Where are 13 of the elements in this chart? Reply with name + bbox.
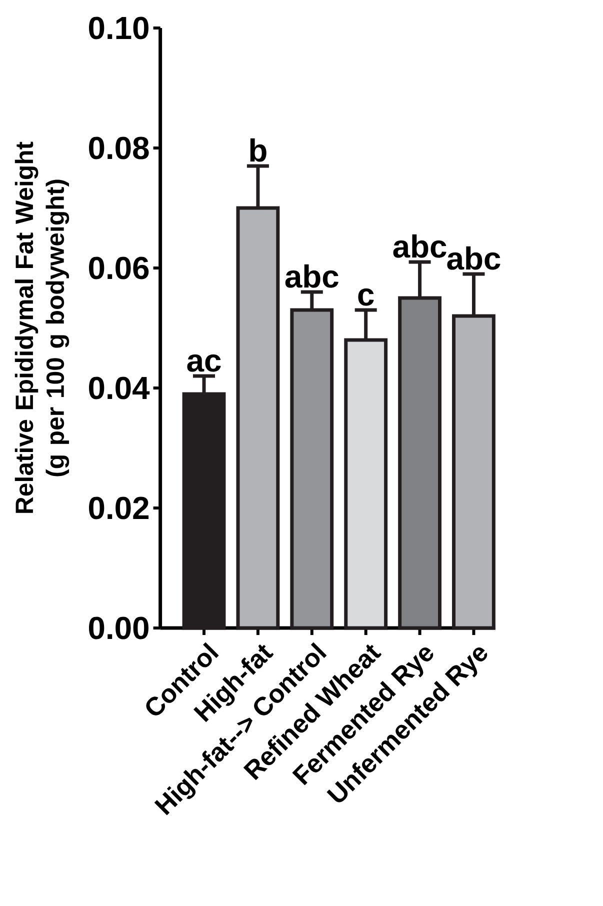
y-tick-label: 0.02 <box>89 496 148 520</box>
annotation: c <box>358 288 374 306</box>
y-tick-label: 0.06 <box>89 256 149 280</box>
annotation: abc <box>393 234 446 258</box>
y-tick-label: 0.08 <box>89 136 149 160</box>
y-tick-label: 0.04 <box>89 376 150 400</box>
y-axis-title: Relative Epididymal Fat Weight (g per 100 g bodyweight) <box>14 142 70 513</box>
annotation: abc <box>447 246 500 270</box>
y-tick-label: 0.10 <box>89 16 148 40</box>
y-tick-label: 0.00 <box>89 616 148 640</box>
annotation: abc <box>285 264 338 288</box>
annotation: b <box>250 138 266 162</box>
annotation: ac <box>187 354 221 372</box>
